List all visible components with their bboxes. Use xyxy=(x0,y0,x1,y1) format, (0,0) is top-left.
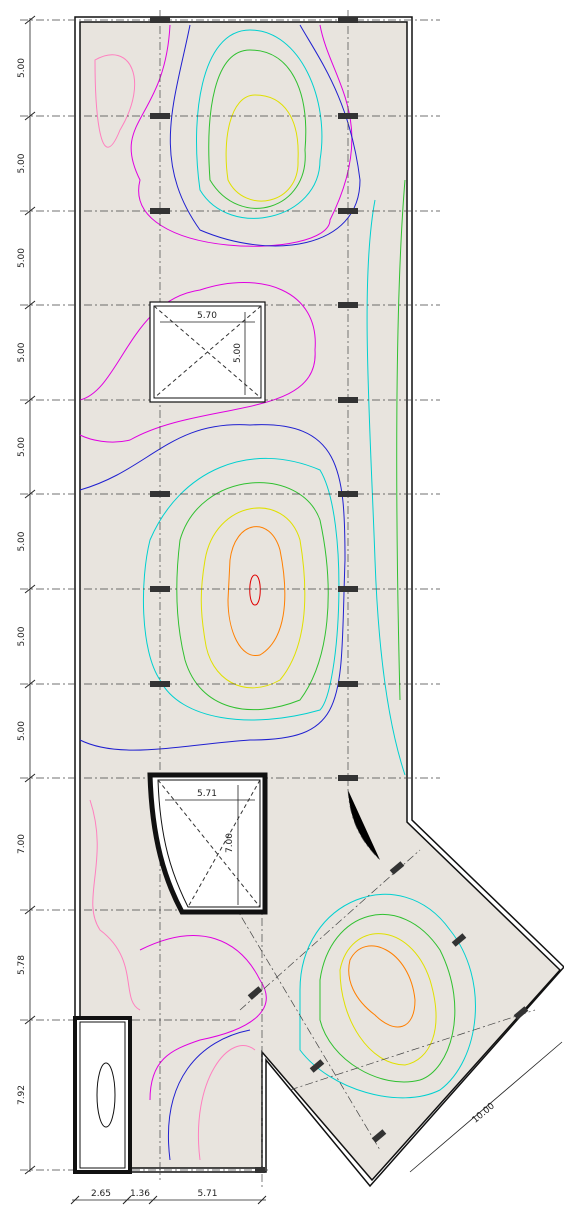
opening-width: 5.71 xyxy=(197,789,217,799)
horizontal-dimension: 5.71 xyxy=(197,1189,217,1199)
horizontal-dimension: 2.65 xyxy=(91,1189,111,1199)
vertical-dimension: 7.92 xyxy=(17,1085,27,1105)
vertical-dimension: 5.00 xyxy=(17,153,27,173)
vertical-dimension: 7.00 xyxy=(17,834,27,854)
opening-height: 7.00 xyxy=(225,833,235,853)
vertical-dimension: 5.00 xyxy=(17,531,27,551)
stair xyxy=(75,1018,130,1172)
wing-dimension: 10.00 xyxy=(471,1101,497,1125)
opening-1: 5.70 5.00 xyxy=(150,302,265,402)
vertical-dimension: 5.00 xyxy=(17,437,27,457)
floor-plan: 5.70 5.00 5.71 7.00 10.00 5.005.005.005.… xyxy=(0,0,564,1208)
vertical-dimension: 5.00 xyxy=(17,721,27,741)
vertical-dimension: 5.00 xyxy=(17,248,27,268)
vertical-dimension: 5.00 xyxy=(17,342,27,362)
opening-height: 5.00 xyxy=(233,343,243,363)
vertical-dimension: 5.00 xyxy=(17,58,27,78)
vertical-dimension: 5.78 xyxy=(17,955,27,975)
vertical-dimension: 5.00 xyxy=(17,626,27,646)
horizontal-dimension: 1.36 xyxy=(130,1189,150,1199)
opening-width: 5.70 xyxy=(197,311,217,321)
